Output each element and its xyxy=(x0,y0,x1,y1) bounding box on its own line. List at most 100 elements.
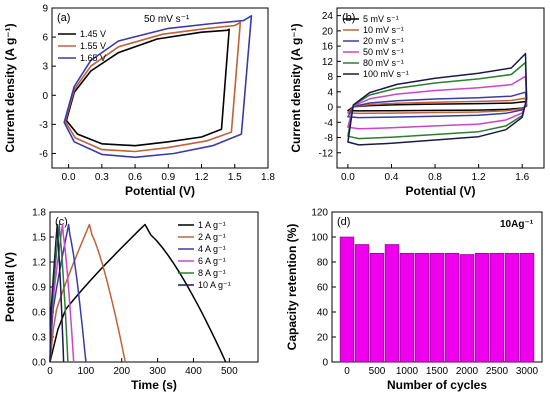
y-tick-label: 60 xyxy=(317,283,329,294)
bar xyxy=(399,252,415,363)
y-tick-label: 1.2 xyxy=(32,258,46,269)
x-tick-label: 100 xyxy=(78,366,95,377)
x-tick-label: 0.0 xyxy=(341,172,355,183)
x-tick-label: 400 xyxy=(185,366,202,377)
gcd-curve xyxy=(49,223,87,363)
y-tick-label: 1.5 xyxy=(32,233,46,244)
y-tick-label: 40 xyxy=(317,308,329,319)
cv-curve xyxy=(347,52,528,146)
legend-entry: 1.45 V xyxy=(80,29,106,39)
y-tick-label: 6 xyxy=(42,33,48,44)
bar xyxy=(489,252,505,363)
x-tick-label: 0.3 xyxy=(95,172,109,183)
x-tick-label: 500 xyxy=(221,366,238,377)
y-tick-label: 0.6 xyxy=(32,308,46,319)
legend-entry: 1.65 V xyxy=(80,53,106,63)
plot-frame xyxy=(51,7,269,169)
bar xyxy=(474,252,490,363)
legend-entry: 50 mV s⁻¹ xyxy=(363,47,404,57)
bar xyxy=(369,252,385,363)
bar xyxy=(504,252,520,363)
x-axis-title: Potential (V) xyxy=(405,184,475,198)
y-tick-label: 0.3 xyxy=(32,333,46,344)
y-tick-label: 120 xyxy=(311,208,328,219)
cv-curve xyxy=(65,28,230,147)
legend-entry: 10 mV s⁻¹ xyxy=(363,25,404,35)
y-tick-label: -4 xyxy=(324,118,333,129)
x-tick-label: 0.8 xyxy=(428,172,442,183)
y-axis-title: Capacity retention (%) xyxy=(285,224,299,351)
x-tick-label: 2500 xyxy=(486,366,509,377)
y-tick-label: 20 xyxy=(317,333,329,344)
plot-frame xyxy=(336,7,545,169)
x-tick-label: 200 xyxy=(113,366,130,377)
x-tick-label: 300 xyxy=(149,366,166,377)
y-tick-label: 4 xyxy=(327,87,333,98)
y-tick-label: 20 xyxy=(322,26,334,37)
bar xyxy=(444,252,460,363)
y-tick-label: 12 xyxy=(322,57,334,68)
cv-curve xyxy=(63,15,253,159)
gcd-curve xyxy=(49,223,227,363)
x-tick-label: 3000 xyxy=(516,366,539,377)
panel-label: (d) xyxy=(337,216,350,228)
x-tick-label: 1000 xyxy=(396,366,419,377)
y-tick-label: 3 xyxy=(42,62,48,73)
panel-label: (b) xyxy=(342,12,355,24)
panel-b: 0.0 0.4 0.8 1.2 1.6 -12 -8 -4 0 4 8 12 16 20 24 Potenti… xyxy=(289,7,545,198)
x-tick-label: 1.8 xyxy=(261,172,275,183)
x-tick-label: 1500 xyxy=(426,366,449,377)
x-tick-label: 1.2 xyxy=(195,172,209,183)
legend-entry: 6 A g⁻¹ xyxy=(198,256,226,266)
current-density-note: 10Ag⁻¹ xyxy=(500,219,534,230)
legend-entry: 100 mV s⁻¹ xyxy=(363,69,409,79)
scan-rate-note: 50 mV s⁻¹ xyxy=(144,14,190,25)
legend-entry: 5 mV s⁻¹ xyxy=(363,14,399,24)
legend-entry: 1.55 V xyxy=(80,41,106,51)
y-tick-label: 0 xyxy=(327,103,333,114)
legend-entry: 20 mV s⁻¹ xyxy=(363,36,404,46)
y-tick-label: 0.9 xyxy=(32,283,46,294)
bar xyxy=(459,254,475,363)
y-axis-title: Potential (V) xyxy=(3,252,17,322)
x-tick-label: 1.2 xyxy=(472,172,486,183)
legend-entry: 10 A g⁻¹ xyxy=(198,280,231,290)
x-tick-label: 2000 xyxy=(456,366,479,377)
x-tick-label: 0.0 xyxy=(62,172,76,183)
panel-d: 0 500 1000 1500 2000 2500 3000 0 20 40 60 80 100 120 N… xyxy=(285,208,543,392)
bar xyxy=(429,252,445,363)
y-tick-label: -8 xyxy=(324,133,333,144)
x-tick-label: 0 xyxy=(344,366,350,377)
y-tick-label: 1.8 xyxy=(32,208,46,219)
y-axis-title: Current density (A g⁻¹) xyxy=(3,23,17,152)
legend-entry: 80 mV s⁻¹ xyxy=(363,58,404,68)
bar xyxy=(414,252,430,363)
legend-entry: 2 A g⁻¹ xyxy=(198,232,226,242)
legend-entry: 1 A g⁻¹ xyxy=(198,220,226,230)
y-tick-label: -6 xyxy=(39,149,48,160)
bar xyxy=(354,244,370,363)
y-tick-label: 0.0 xyxy=(32,358,46,369)
y-tick-label: -3 xyxy=(39,120,48,131)
y-tick-label: 0 xyxy=(322,358,328,369)
x-tick-label: 0.6 xyxy=(128,172,142,183)
panel-a: 0.0 0.3 0.6 0.9 1.2 1.5 1.8 -6 -3 0 3 6 9 Potential (… xyxy=(3,4,275,199)
x-axis-title: Potential (V) xyxy=(125,184,195,198)
x-tick-label: 1.6 xyxy=(515,172,529,183)
y-tick-label: 80 xyxy=(317,258,329,269)
legend-entry: 8 A g⁻¹ xyxy=(198,268,226,278)
x-tick-label: 0.4 xyxy=(385,172,399,183)
x-axis-title: Number of cycles xyxy=(387,378,487,392)
bar xyxy=(339,236,355,363)
panel-label: (c) xyxy=(55,216,68,228)
x-tick-label: 1.5 xyxy=(228,172,242,183)
y-tick-label: 24 xyxy=(322,11,334,22)
bar xyxy=(519,252,535,363)
x-tick-label: 0 xyxy=(47,366,53,377)
y-tick-label: 0 xyxy=(42,91,48,102)
gcd-curve xyxy=(49,223,69,363)
y-tick-label: 9 xyxy=(42,4,48,15)
y-tick-label: 8 xyxy=(327,72,333,83)
y-axis-title: Current density (A g⁻¹) xyxy=(289,23,303,152)
